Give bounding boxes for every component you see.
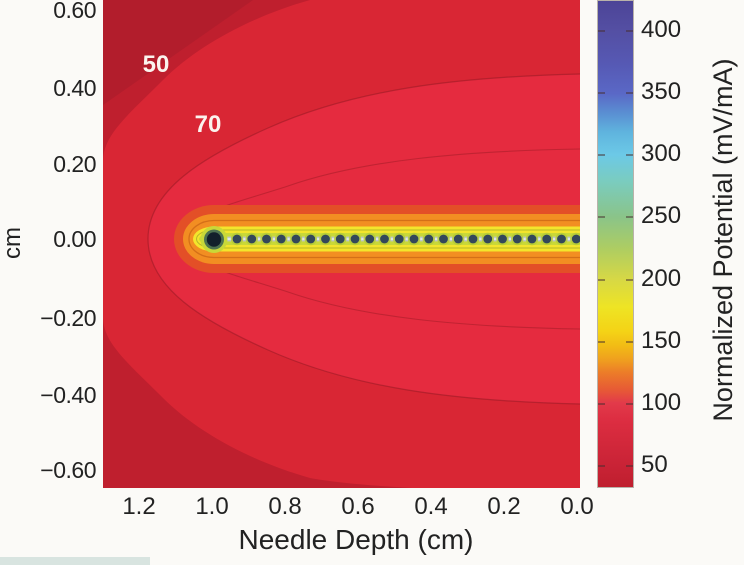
electrode-dot (262, 234, 271, 244)
colorbar-tick (626, 30, 633, 32)
electrode-dot (394, 234, 404, 244)
colorbar-tick-label: 100 (641, 388, 682, 416)
colorbar-tick-label: 50 (641, 451, 668, 478)
electrode-dot (527, 234, 537, 244)
y-tick-label: −0.40 (40, 382, 96, 408)
electrode-dot (409, 234, 419, 244)
y-tick-label: 0.40 (53, 75, 96, 101)
electrode-dot (232, 234, 242, 244)
electrode-dot (468, 234, 478, 244)
colorbar-tick (598, 402, 605, 405)
contour-plot-canvas (103, 0, 580, 488)
needle-tip (206, 232, 222, 247)
colorbar-tick (626, 278, 633, 281)
electrode-dot (439, 234, 448, 244)
electrode-dot (542, 234, 552, 244)
scan-edge-artifact (0, 557, 150, 565)
x-tick-label: 0.0 (560, 493, 594, 520)
y-tick-label: 0.60 (53, 0, 96, 23)
y-tick-label: −0.60 (40, 457, 96, 483)
electrode-dot (365, 234, 375, 244)
contour-label-70: 70 (194, 111, 222, 138)
colorbar-tick-label: 200 (641, 264, 682, 292)
x-tick-label: 0.2 (487, 493, 521, 520)
colorbar-tick-label: 300 (641, 140, 682, 168)
field-corner-dark (103, 0, 253, 105)
contour-line-70 (147, 73, 580, 405)
electrode-dot (291, 234, 301, 244)
x-tick-label: 1.2 (122, 493, 156, 520)
electrode-dot (306, 234, 316, 244)
colorbar-tick (626, 340, 633, 343)
electrode-dot (247, 234, 257, 244)
x-tick-label: 1.0 (195, 493, 229, 520)
electrode-dot (571, 234, 580, 244)
electrode-dot (276, 234, 286, 244)
colorbar-tick (598, 216, 605, 219)
colorbar-tick (598, 340, 605, 343)
electrode-dot (498, 234, 507, 244)
colorbar-tick-label: 350 (641, 78, 682, 106)
electrode-dot (380, 234, 389, 244)
contour-line-orange (188, 219, 580, 259)
x-axis-title: Needle Depth (cm) (238, 524, 474, 555)
electrode-dot (453, 234, 463, 244)
y-tick-label: 0.00 (53, 226, 96, 252)
colorbar (597, 0, 634, 488)
electrode-dot (483, 234, 493, 244)
electrode-dot (557, 234, 566, 244)
electrode-dot (424, 234, 434, 244)
electrode-dot (350, 234, 360, 244)
electrode-dot (335, 234, 345, 244)
colorbar-tick (598, 278, 605, 281)
colorbar-tick-label: 400 (641, 16, 682, 43)
colorbar-tick (598, 92, 605, 95)
colorbar-tick (598, 465, 605, 467)
x-tick-label: 0.4 (414, 493, 448, 520)
y-tick-label: 0.20 (53, 151, 96, 177)
colorbar-tick (626, 216, 633, 219)
colorbar-tick-label: 250 (641, 202, 682, 230)
colorbar-tick-label: 150 (641, 326, 682, 354)
colorbar-tick (626, 92, 633, 95)
colorbar-tick (598, 154, 605, 157)
electrode-dot (512, 234, 522, 244)
y-tick-label: −0.20 (40, 305, 96, 331)
contour-label-50: 50 (142, 51, 170, 78)
colorbar-title: Normalized Potential (mV/mA) (708, 58, 738, 422)
x-tick-label: 0.6 (341, 493, 375, 520)
x-tick-label: 0.8 (268, 493, 302, 520)
colorbar-tick (626, 154, 633, 157)
electrode-dot (321, 234, 330, 244)
colorbar-tick (626, 465, 633, 467)
colorbar-tick (598, 30, 605, 32)
colorbar-tick (626, 402, 633, 405)
